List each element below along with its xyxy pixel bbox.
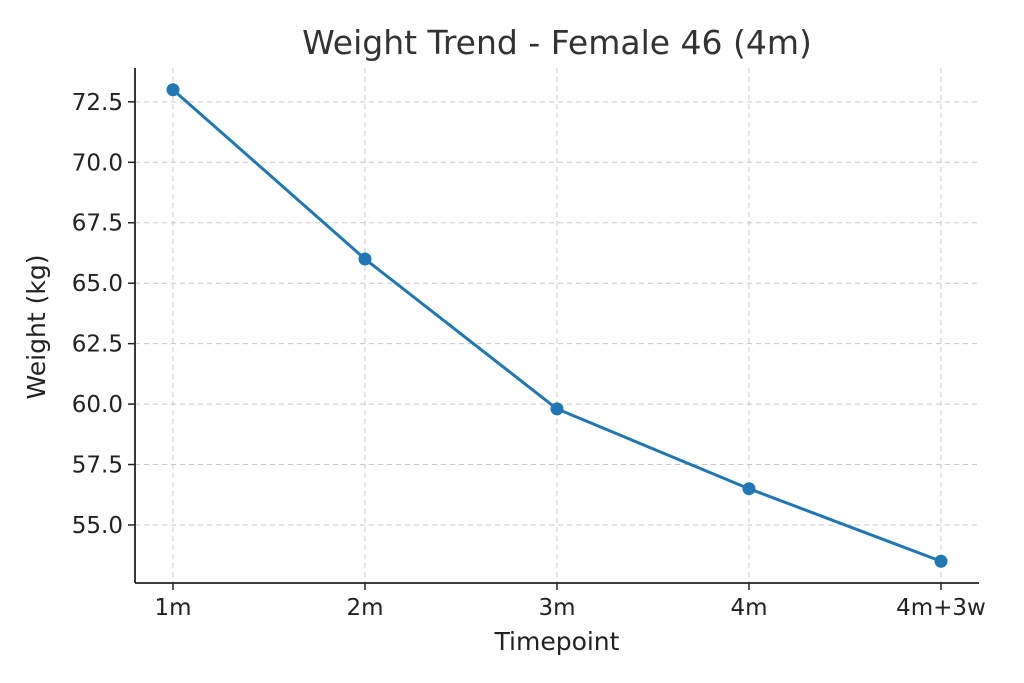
y-tick-label: 55.0	[72, 513, 123, 539]
y-tick-label: 57.5	[72, 453, 123, 479]
x-tick-label: 1m	[154, 595, 191, 621]
y-tick-label: 70.0	[72, 150, 123, 176]
data-point	[166, 83, 180, 97]
y-tick-label: 72.5	[72, 90, 123, 116]
x-tick-label: 2m	[346, 595, 383, 621]
y-tick-label: 65.0	[72, 271, 123, 297]
x-tick-label: 3m	[538, 595, 575, 621]
x-tick-label: 4m+3w	[896, 595, 986, 621]
y-tick-label: 60.0	[72, 392, 123, 418]
tick-labels: 55.0 57.5 60.0 62.5 65.0 67.5 70.0 72.5 1m 2m 3m 4m…	[72, 90, 986, 621]
y-axis-label: Weight (kg)	[22, 255, 51, 400]
x-axis-label: Timepoint	[494, 627, 620, 656]
data-point	[934, 554, 948, 568]
chart-title: Weight Trend - Female 46 (4m)	[302, 23, 812, 62]
y-tick-label: 67.5	[72, 211, 123, 237]
grid-lines	[135, 68, 979, 583]
data-point	[358, 252, 372, 266]
data-point	[550, 402, 564, 416]
axes	[128, 68, 979, 590]
x-tick-label: 4m	[730, 595, 767, 621]
data-series	[166, 83, 948, 568]
y-tick-label: 62.5	[72, 332, 123, 358]
data-point	[742, 482, 756, 496]
